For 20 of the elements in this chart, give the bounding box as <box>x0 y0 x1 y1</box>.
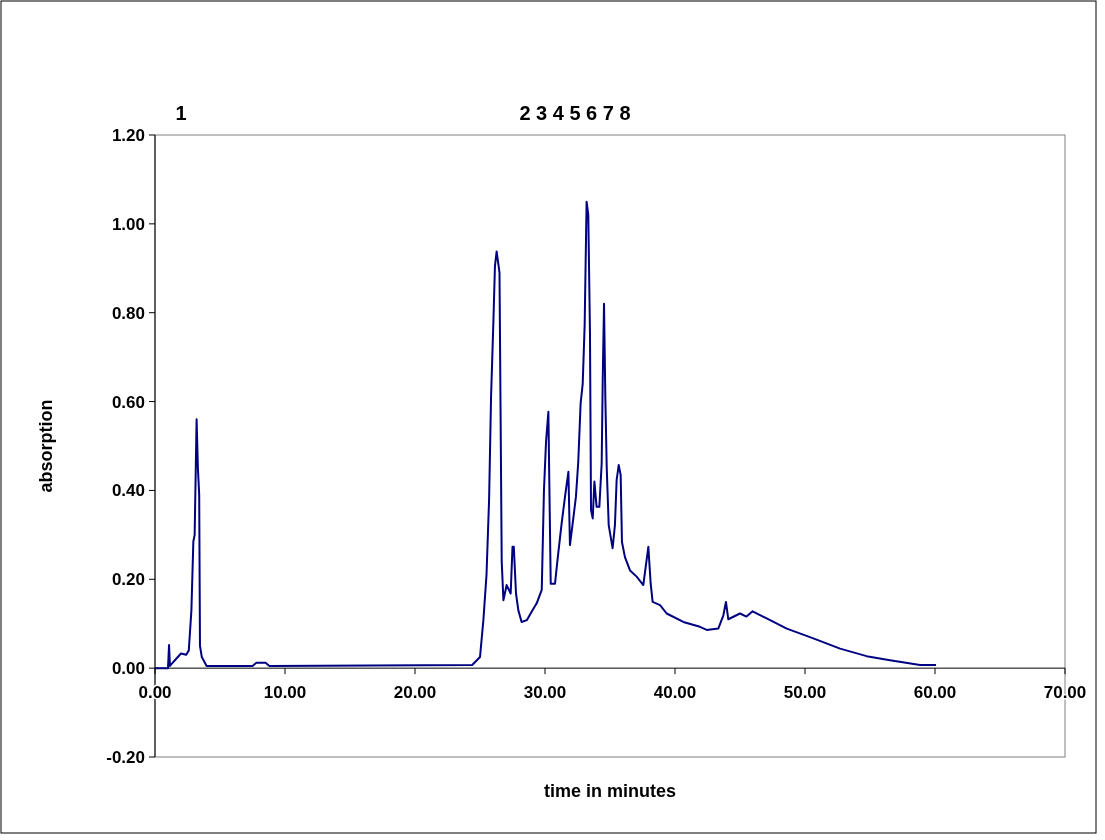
y-tick-label: 0.60 <box>111 392 145 412</box>
text: 2 3 4 5 6 7 8 <box>519 102 631 124</box>
y-tick-label: 1.20 <box>111 125 145 145</box>
x-tick-label: 20.00 <box>393 683 437 703</box>
x-tick-label: 30.00 <box>523 683 567 703</box>
y-tick-label: 1.00 <box>111 214 145 234</box>
x-tick-label: 50.00 <box>783 683 827 703</box>
y-tick-label: -0.20 <box>106 747 145 767</box>
x-tick-label: 70.00 <box>1043 683 1087 703</box>
line-series <box>154 200 938 670</box>
x-tick-label: 10.00 <box>263 683 307 703</box>
x-tick-label: 60.00 <box>913 683 957 703</box>
x-axis-title: time in minutes <box>543 781 677 801</box>
y-tick-label: 0.00 <box>111 659 145 679</box>
y-tick-label: 0.20 <box>111 570 145 590</box>
text: 1 <box>175 102 187 124</box>
y-tick-label: 0.80 <box>111 303 145 323</box>
y-axis-title: absorption <box>36 399 56 493</box>
x-tick-label: 40.00 <box>653 683 697 703</box>
y-tick-label: 0.40 <box>111 481 145 501</box>
